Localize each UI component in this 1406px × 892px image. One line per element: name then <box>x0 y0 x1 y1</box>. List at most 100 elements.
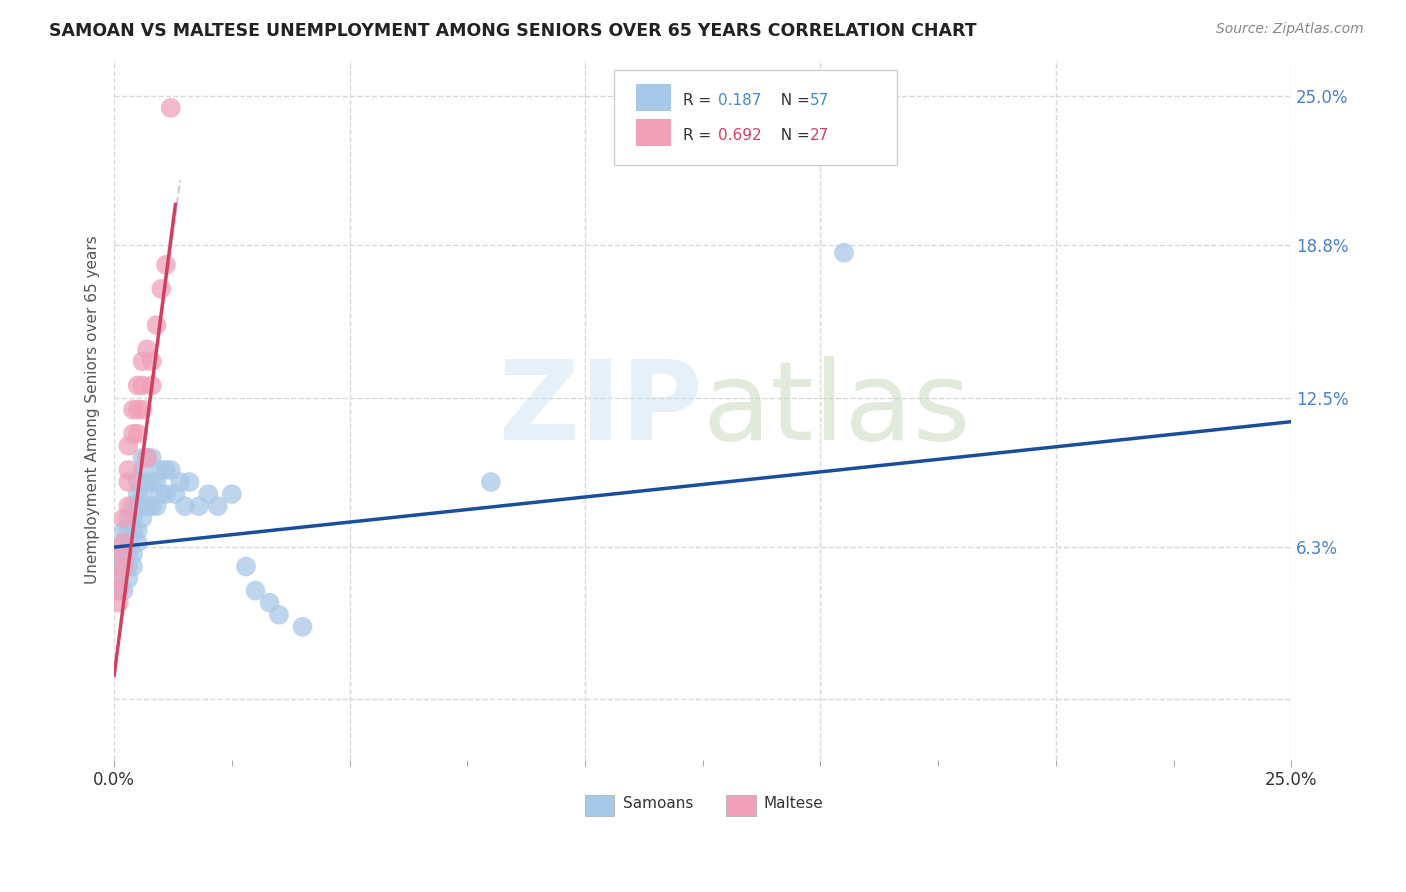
Point <box>141 450 163 465</box>
Point <box>150 487 173 501</box>
Point <box>136 343 159 357</box>
Point <box>179 475 201 489</box>
Point <box>169 475 191 489</box>
FancyBboxPatch shape <box>636 84 671 111</box>
Point <box>141 354 163 368</box>
Point <box>122 548 145 562</box>
Point <box>127 378 149 392</box>
Point <box>145 499 167 513</box>
Point <box>136 499 159 513</box>
Point <box>150 282 173 296</box>
Point <box>117 511 139 525</box>
Point <box>131 463 153 477</box>
FancyBboxPatch shape <box>614 70 897 165</box>
Point <box>197 487 219 501</box>
Point <box>112 583 135 598</box>
Point <box>112 511 135 525</box>
Point <box>112 559 135 574</box>
Text: R =: R = <box>683 128 716 143</box>
Text: N =: N = <box>770 128 814 143</box>
Point <box>131 378 153 392</box>
Point <box>117 475 139 489</box>
Text: 0.692: 0.692 <box>718 128 762 143</box>
Point <box>141 499 163 513</box>
Point <box>173 499 195 513</box>
Point <box>117 559 139 574</box>
Point <box>131 487 153 501</box>
Point <box>117 439 139 453</box>
Point <box>122 499 145 513</box>
Point <box>127 475 149 489</box>
Point <box>108 572 131 586</box>
Point <box>291 620 314 634</box>
Point <box>136 475 159 489</box>
Point <box>145 475 167 489</box>
Point <box>108 583 131 598</box>
Text: Source: ZipAtlas.com: Source: ZipAtlas.com <box>1216 22 1364 37</box>
FancyBboxPatch shape <box>585 795 614 815</box>
Point <box>112 524 135 538</box>
Point <box>108 583 131 598</box>
Text: R =: R = <box>683 93 716 108</box>
Point <box>832 245 855 260</box>
Text: N =: N = <box>770 93 814 108</box>
FancyBboxPatch shape <box>636 120 671 145</box>
Point <box>108 596 131 610</box>
Point <box>122 524 145 538</box>
Point <box>131 402 153 417</box>
Point <box>145 318 167 332</box>
Point <box>131 511 153 525</box>
Point <box>112 548 135 562</box>
Point <box>155 463 177 477</box>
Text: SAMOAN VS MALTESE UNEMPLOYMENT AMONG SENIORS OVER 65 YEARS CORRELATION CHART: SAMOAN VS MALTESE UNEMPLOYMENT AMONG SEN… <box>49 22 977 40</box>
Point <box>117 535 139 549</box>
Point <box>141 378 163 392</box>
Point <box>127 499 149 513</box>
Point <box>117 524 139 538</box>
Text: Maltese: Maltese <box>763 796 824 811</box>
Point <box>245 583 267 598</box>
Text: 0.187: 0.187 <box>718 93 762 108</box>
Point <box>112 548 135 562</box>
FancyBboxPatch shape <box>727 795 756 815</box>
Point <box>141 475 163 489</box>
Point <box>122 426 145 441</box>
Point <box>108 572 131 586</box>
Point <box>159 463 181 477</box>
Point <box>127 402 149 417</box>
Text: 27: 27 <box>810 128 830 143</box>
Point <box>479 475 502 489</box>
Point <box>108 559 131 574</box>
Text: 57: 57 <box>810 93 830 108</box>
Point <box>112 559 135 574</box>
Point <box>159 101 181 115</box>
Point <box>127 524 149 538</box>
Point <box>235 559 257 574</box>
Point <box>131 354 153 368</box>
Point <box>259 596 281 610</box>
Point <box>267 607 290 622</box>
Point <box>155 258 177 272</box>
Point <box>117 572 139 586</box>
Point <box>221 487 243 501</box>
Point <box>122 402 145 417</box>
Text: ZIP: ZIP <box>499 356 703 463</box>
Point <box>108 548 131 562</box>
Point <box>117 499 139 513</box>
Point <box>150 463 173 477</box>
Point <box>112 535 135 549</box>
Point <box>127 487 149 501</box>
Point <box>117 548 139 562</box>
Point <box>207 499 229 513</box>
Point <box>131 450 153 465</box>
Text: Samoans: Samoans <box>623 796 693 811</box>
Point <box>122 511 145 525</box>
Text: atlas: atlas <box>703 356 972 463</box>
Point <box>187 499 209 513</box>
Point <box>155 487 177 501</box>
Point <box>127 426 149 441</box>
Y-axis label: Unemployment Among Seniors over 65 years: Unemployment Among Seniors over 65 years <box>86 235 100 584</box>
Point <box>136 450 159 465</box>
Point <box>112 535 135 549</box>
Point <box>165 487 187 501</box>
